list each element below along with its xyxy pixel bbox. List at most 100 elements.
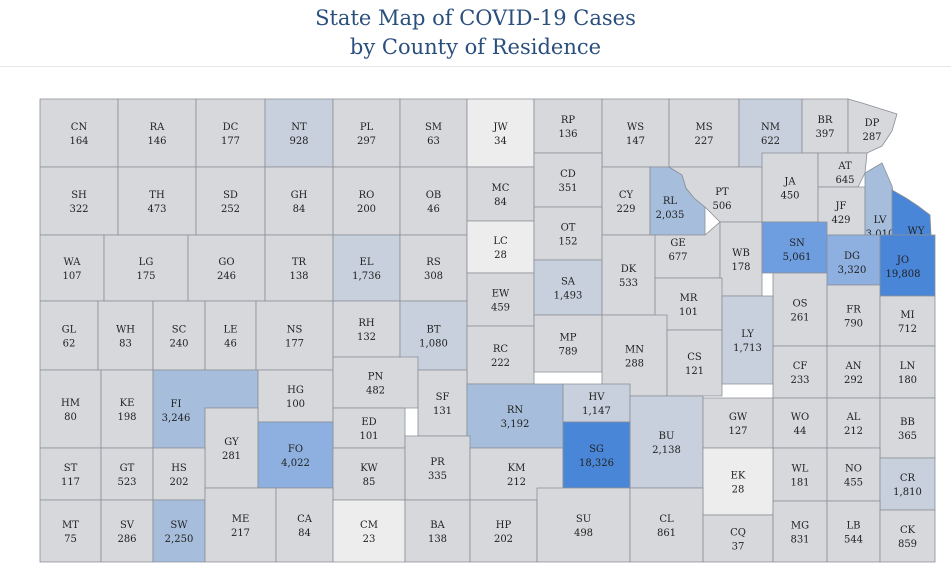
county-sa-shape[interactable] bbox=[533, 259, 603, 316]
county-dc[interactable]: DC 177 bbox=[195, 98, 266, 168]
county-sf[interactable]: SF 131 bbox=[417, 369, 468, 437]
county-mt[interactable]: MT 75 bbox=[39, 499, 102, 563]
county-cy[interactable]: CY 229 bbox=[601, 166, 651, 236]
county-go-shape[interactable] bbox=[187, 234, 266, 302]
county-hs-shape[interactable] bbox=[152, 447, 206, 501]
county-wo-shape[interactable] bbox=[772, 397, 828, 449]
county-kw-shape[interactable] bbox=[332, 447, 406, 501]
county-sm-shape[interactable] bbox=[399, 98, 468, 168]
county-ln-shape[interactable] bbox=[879, 345, 936, 399]
county-ns-shape[interactable] bbox=[255, 300, 334, 371]
county-al[interactable]: AL 212 bbox=[826, 397, 881, 449]
county-cr-shape[interactable] bbox=[879, 457, 936, 511]
county-at[interactable]: AT 645 bbox=[817, 152, 868, 188]
county-lc[interactable]: LC 28 bbox=[466, 220, 535, 274]
county-mg-shape[interactable] bbox=[772, 500, 828, 563]
county-ro[interactable]: RO 200 bbox=[332, 166, 401, 236]
county-cl-shape[interactable] bbox=[629, 487, 704, 563]
county-me[interactable]: ME 217 bbox=[204, 487, 277, 563]
county-wh-shape[interactable] bbox=[97, 300, 154, 371]
county-ba-shape[interactable] bbox=[404, 499, 471, 563]
county-st-shape[interactable] bbox=[39, 447, 102, 501]
county-cf[interactable]: CF 233 bbox=[772, 345, 828, 399]
county-no[interactable]: NO 455 bbox=[826, 447, 881, 502]
county-dk[interactable]: DK 533 bbox=[601, 234, 656, 316]
county-pr[interactable]: PR 335 bbox=[404, 435, 471, 501]
county-gt[interactable]: GT 523 bbox=[100, 447, 154, 501]
county-cs-shape[interactable] bbox=[666, 329, 723, 397]
county-le-shape[interactable] bbox=[204, 300, 257, 371]
county-gy-shape[interactable] bbox=[204, 407, 259, 489]
county-bb-shape[interactable] bbox=[879, 397, 936, 459]
county-rh-shape[interactable] bbox=[332, 300, 401, 358]
county-el[interactable]: EL 1,736 bbox=[332, 234, 401, 302]
county-cs[interactable]: CS 121 bbox=[666, 329, 723, 397]
county-mi[interactable]: MI 712 bbox=[879, 295, 936, 347]
county-cq[interactable]: CQ 37 bbox=[702, 514, 774, 563]
county-fo-shape[interactable] bbox=[257, 421, 334, 489]
county-rn-shape[interactable] bbox=[466, 383, 564, 449]
county-ob-shape[interactable] bbox=[399, 166, 468, 236]
county-at-shape[interactable] bbox=[817, 152, 868, 188]
county-ra[interactable]: RA 146 bbox=[117, 98, 197, 168]
county-th-shape[interactable] bbox=[117, 166, 197, 236]
county-tr[interactable]: TR 138 bbox=[264, 234, 334, 302]
county-ms-shape[interactable] bbox=[668, 98, 740, 168]
county-ws-shape[interactable] bbox=[601, 98, 670, 168]
county-ek-shape[interactable] bbox=[702, 447, 774, 516]
county-mp-shape[interactable] bbox=[533, 314, 603, 373]
county-hp-shape[interactable] bbox=[469, 499, 538, 563]
county-bu-shape[interactable] bbox=[629, 395, 704, 489]
county-sv-shape[interactable] bbox=[100, 499, 154, 563]
county-fr[interactable]: FR 790 bbox=[826, 284, 881, 347]
county-sa[interactable]: SA 1,493 bbox=[533, 259, 603, 316]
county-ja[interactable]: JA 450 bbox=[761, 152, 819, 223]
county-wo[interactable]: WO 44 bbox=[772, 397, 828, 449]
county-bb[interactable]: BB 365 bbox=[879, 397, 936, 459]
county-pn-shape[interactable] bbox=[332, 356, 419, 409]
county-tr-shape[interactable] bbox=[264, 234, 334, 302]
county-ke-shape[interactable] bbox=[100, 369, 154, 449]
county-pn[interactable]: PN 482 bbox=[332, 356, 419, 409]
county-ns[interactable]: NS 177 bbox=[255, 300, 334, 371]
county-cl[interactable]: CL 861 bbox=[629, 487, 704, 563]
county-gl-shape[interactable] bbox=[39, 300, 99, 371]
county-ew[interactable]: EW 459 bbox=[466, 272, 535, 327]
county-cd-shape[interactable] bbox=[533, 152, 603, 208]
county-cy-shape[interactable] bbox=[601, 166, 651, 236]
county-rs-shape[interactable] bbox=[399, 234, 468, 302]
county-pl[interactable]: PL 297 bbox=[332, 98, 401, 168]
county-nt-shape[interactable] bbox=[264, 98, 334, 168]
county-mg[interactable]: MG 831 bbox=[772, 500, 828, 563]
county-wb[interactable]: WB 178 bbox=[719, 221, 763, 297]
county-lb[interactable]: LB 544 bbox=[826, 500, 881, 563]
county-ly[interactable]: LY 1,713 bbox=[721, 295, 774, 385]
county-ja-shape[interactable] bbox=[761, 152, 819, 223]
county-lv[interactable]: LV 3,010 bbox=[864, 162, 897, 240]
county-ly-shape[interactable] bbox=[721, 295, 774, 385]
county-ot-shape[interactable] bbox=[533, 206, 603, 261]
county-hm[interactable]: HM 80 bbox=[39, 369, 102, 449]
county-rs[interactable]: RS 308 bbox=[399, 234, 468, 302]
county-kw[interactable]: KW 85 bbox=[332, 447, 406, 501]
county-os[interactable]: OS 261 bbox=[772, 272, 828, 347]
county-gy[interactable]: GY 281 bbox=[204, 407, 259, 489]
county-mp[interactable]: MP 789 bbox=[533, 314, 603, 373]
county-cn[interactable]: CN 164 bbox=[39, 98, 119, 168]
county-cd[interactable]: CD 351 bbox=[533, 152, 603, 208]
county-ca[interactable]: CA 84 bbox=[275, 487, 334, 563]
county-sv[interactable]: SV 286 bbox=[100, 499, 154, 563]
county-gt-shape[interactable] bbox=[100, 447, 154, 501]
county-no-shape[interactable] bbox=[826, 447, 881, 502]
county-el-shape[interactable] bbox=[332, 234, 401, 302]
county-su[interactable]: SU 498 bbox=[536, 487, 631, 563]
county-ca-shape[interactable] bbox=[275, 487, 334, 563]
county-rh[interactable]: RH 132 bbox=[332, 300, 401, 358]
county-ke[interactable]: KE 198 bbox=[100, 369, 154, 449]
county-dp[interactable]: DP 287 bbox=[847, 98, 898, 154]
county-sf-shape[interactable] bbox=[417, 369, 468, 437]
county-sd[interactable]: SD 252 bbox=[195, 166, 266, 236]
county-ro-shape[interactable] bbox=[332, 166, 401, 236]
county-le[interactable]: LE 46 bbox=[204, 300, 257, 371]
county-sd-shape[interactable] bbox=[195, 166, 266, 236]
